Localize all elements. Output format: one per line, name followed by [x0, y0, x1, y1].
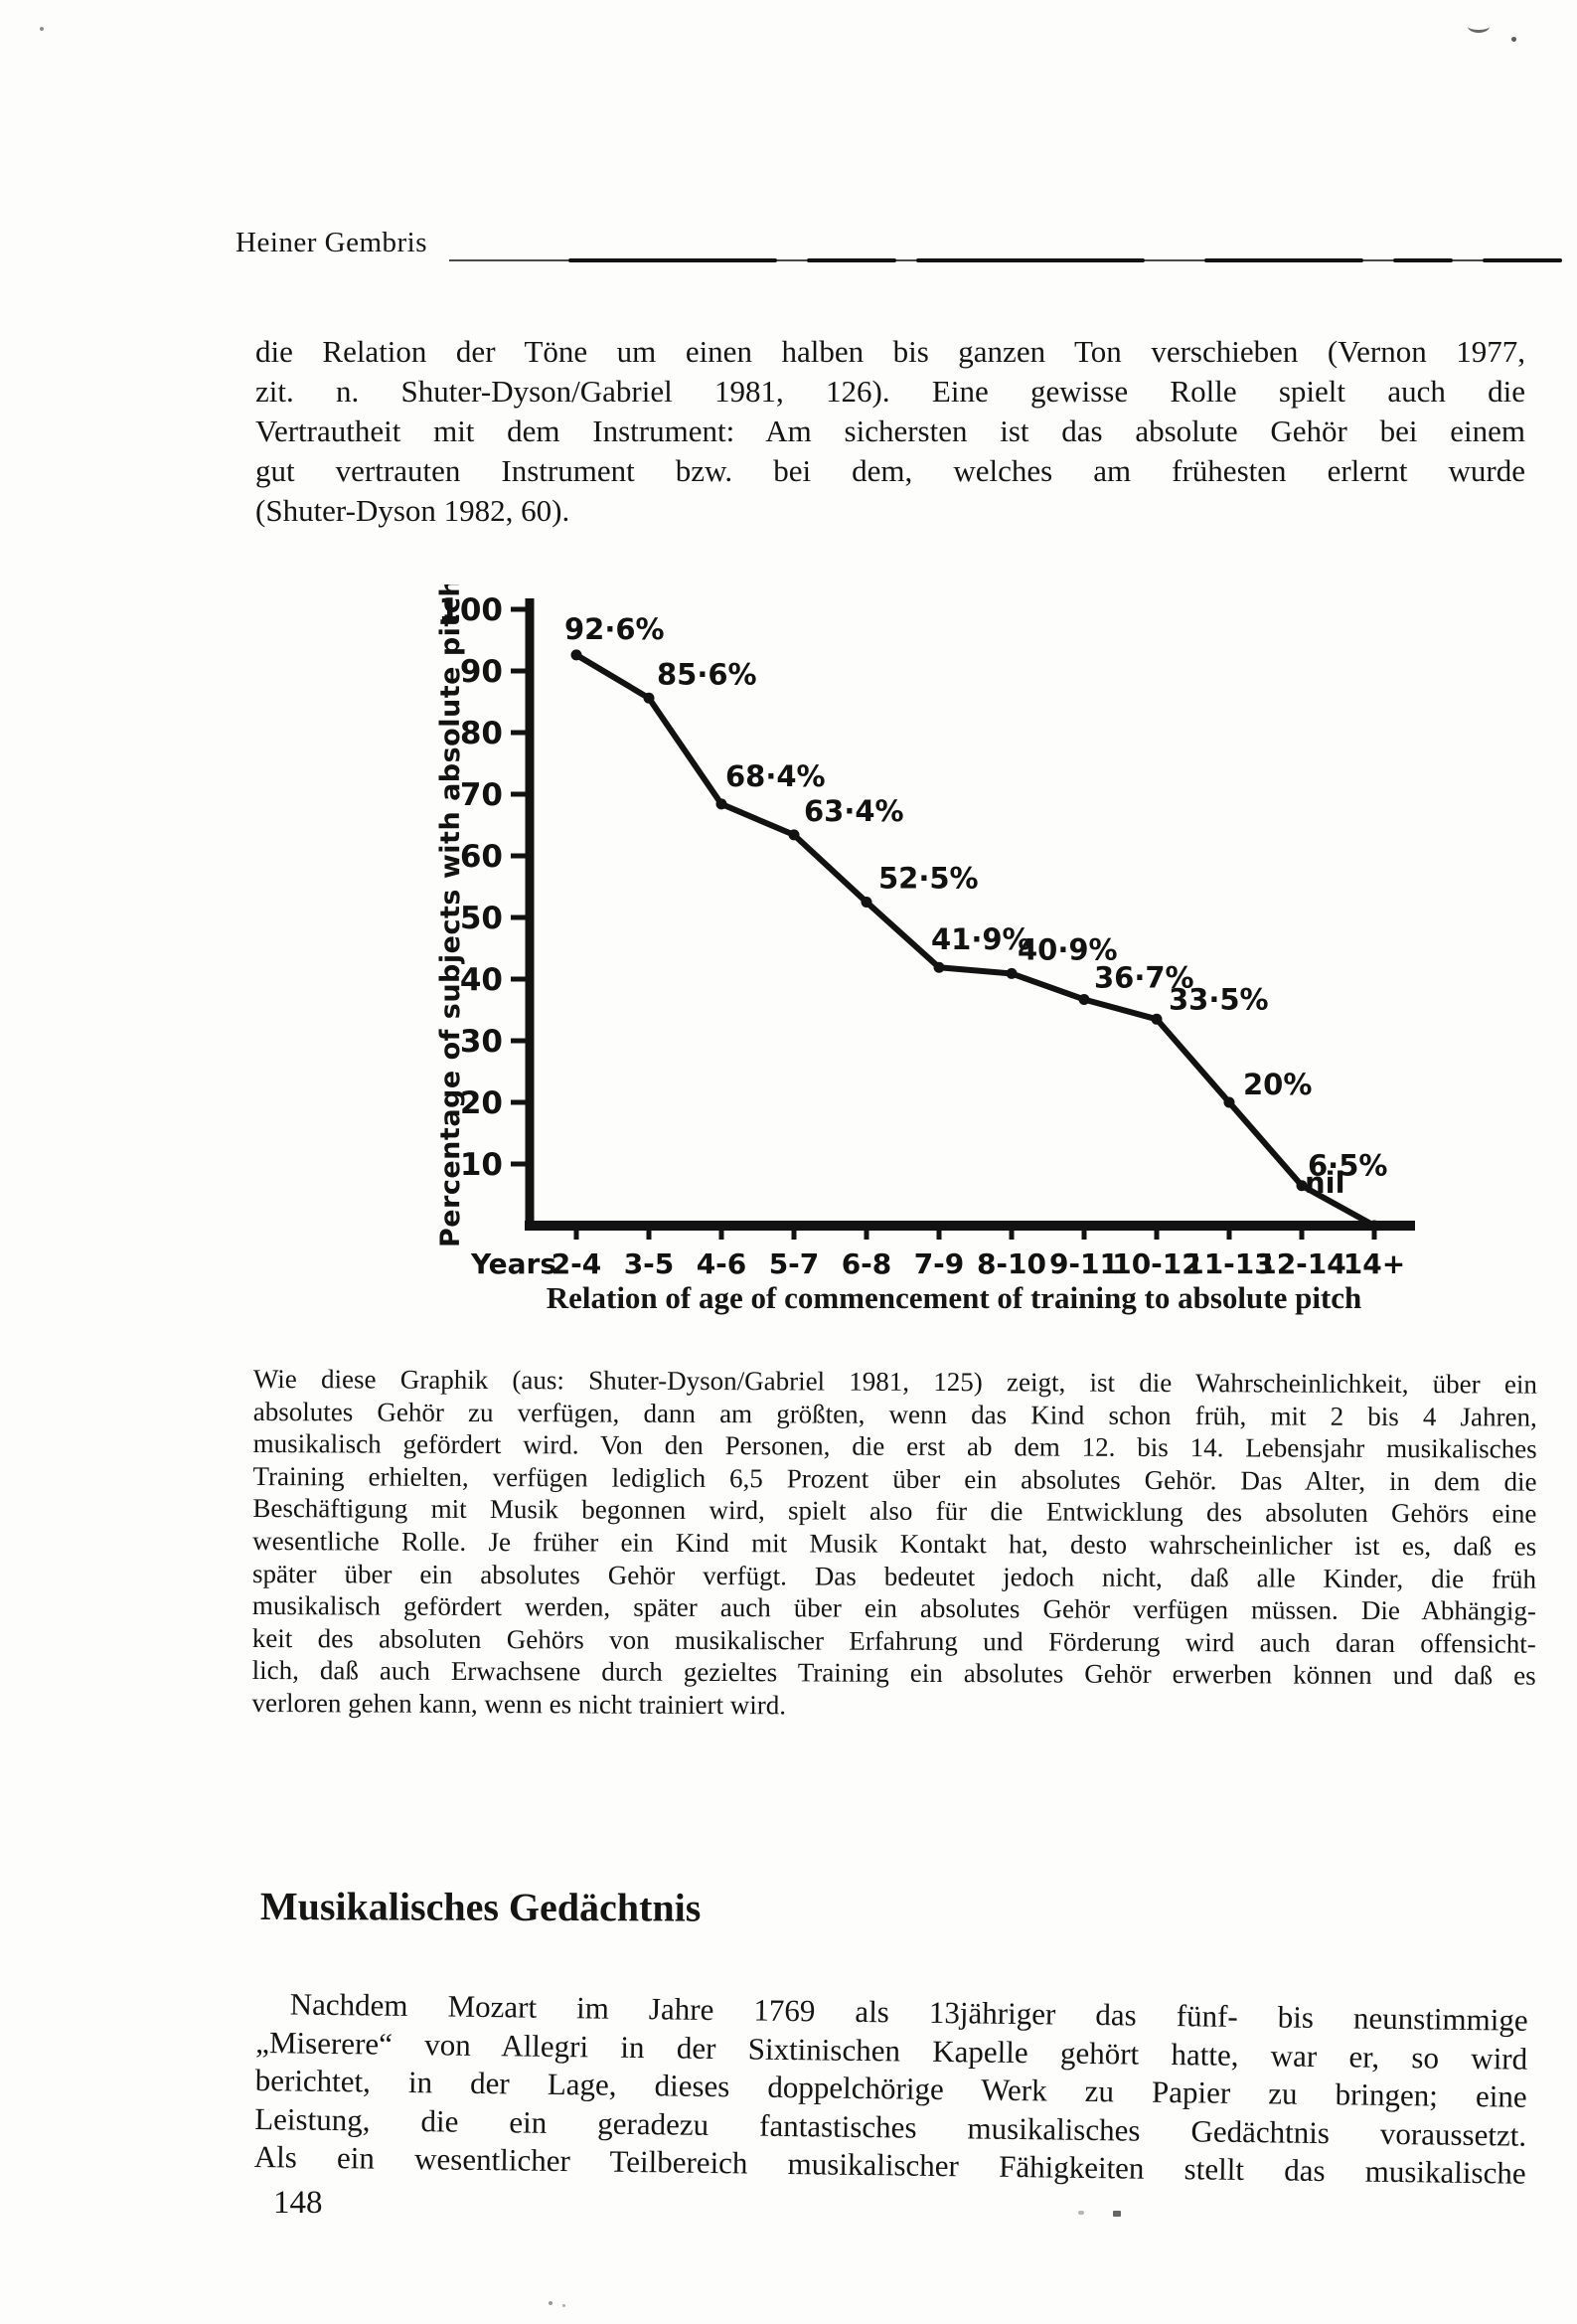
x-tick-label: 14+ — [1343, 1247, 1405, 1280]
y-tick-label: 80 — [460, 716, 503, 751]
x-axis-title: Years — [470, 1247, 556, 1280]
text-line: Wie diese Graphik (aus: Shuter-Dyson/Gab… — [252, 1364, 1537, 1400]
y-tick-label: 90 — [460, 654, 503, 690]
data-point-label: 41·9% — [931, 922, 1031, 956]
header-rule — [449, 257, 1562, 262]
x-tick-label: 3-5 — [624, 1247, 675, 1280]
data-point — [788, 829, 800, 841]
data-point — [1296, 1180, 1308, 1192]
x-tick-label: 9-11 — [1049, 1247, 1119, 1280]
scan-artifact — [40, 27, 44, 31]
text-line: wesentliche Rolle. Je früher ein Kind mi… — [252, 1525, 1537, 1562]
y-tick-label: 30 — [460, 1024, 503, 1060]
page-number: 148 — [273, 2185, 323, 2221]
y-tick-label: 50 — [460, 901, 503, 936]
paragraph-1: die Relation der Töne um einen halben bi… — [255, 332, 1525, 531]
data-point — [715, 798, 727, 810]
text-line: die Relation der Töne um einen halben bi… — [255, 334, 1525, 369]
y-tick-label: 70 — [460, 777, 503, 813]
x-tick-label: 10-12 — [1112, 1247, 1201, 1280]
text-line: musikalisch gefördert wird. Von den Pers… — [252, 1428, 1537, 1464]
data-point-label: 40·9% — [1018, 932, 1118, 966]
data-point-label: 33·5% — [1169, 982, 1269, 1016]
scan-artifact — [549, 2301, 552, 2305]
data-point-label: 36·7% — [1094, 960, 1194, 994]
data-point-label: 63·4% — [804, 794, 904, 828]
data-point — [1368, 1220, 1380, 1232]
text-line: gut vertrauten Instrument bzw. bei dem, … — [255, 453, 1525, 488]
data-point-label: 68·4% — [725, 759, 826, 793]
data-point — [1151, 1013, 1163, 1025]
paragraph-3: Nachdem Mozart im Jahre 1769 als 13jähri… — [253, 1985, 1528, 2194]
scan-artifact — [1468, 20, 1490, 33]
figure-absolute-pitch-chart: 10 20 30 40 50 60 70 80 90 100 2-4 3-5 4-6 5-7 6-8 7-9 8… — [417, 578, 1441, 1280]
x-tick-label: 8-10 — [977, 1247, 1046, 1280]
text-line: (Shuter-Dyson 1982, 60). — [255, 493, 570, 528]
data-point-label: nil — [1305, 1166, 1345, 1200]
data-point-label: 6·5% — [1308, 1149, 1387, 1183]
text-line: verloren gehen kann, wenn es nicht train… — [251, 1687, 787, 1721]
y-tick-label: 60 — [460, 839, 503, 875]
x-tick-label: 11-13 — [1184, 1247, 1274, 1280]
text-line: zit. n. Shuter-Dyson/Gabriel 1981, 126).… — [255, 374, 1525, 409]
pitch-line-chart: 10 20 30 40 50 60 70 80 90 100 2-4 3-5 4-6 5-7 6-8 7-9 8… — [435, 578, 1415, 1280]
text-line: Vertrautheit mit dem Instrument: Am sich… — [255, 414, 1525, 448]
data-point — [933, 961, 945, 973]
data-point-label: 52·5% — [878, 862, 979, 896]
section-heading: Musikalisches Gedächtnis — [259, 1884, 702, 1930]
x-tick-label: 5-7 — [769, 1247, 820, 1280]
data-point — [643, 692, 655, 704]
scan-artifact — [1511, 37, 1516, 42]
figure-caption: Relation of age of commencement of train… — [546, 1280, 1362, 1315]
x-tick-label: 2-4 — [552, 1247, 602, 1280]
text-line: musikalisch gefördert werden, später auc… — [251, 1590, 1536, 1626]
data-point-label: 85·6% — [657, 657, 757, 691]
data-point — [1223, 1096, 1235, 1108]
data-series-line — [574, 652, 1376, 1229]
data-point — [570, 649, 582, 661]
running-header-author: Heiner Gembris — [236, 227, 428, 258]
scan-artifact — [1078, 2211, 1084, 2215]
data-point — [1078, 993, 1090, 1005]
y-tick-label: 40 — [460, 962, 503, 998]
data-point-label: 20% — [1243, 1068, 1312, 1101]
data-point — [1006, 967, 1018, 979]
x-tick-label: 4-6 — [697, 1247, 747, 1280]
y-tick-label: 100 — [438, 592, 503, 628]
y-tick-label: 10 — [460, 1147, 503, 1183]
y-tick-label: 20 — [460, 1085, 503, 1121]
x-tick-label: 6-8 — [842, 1247, 892, 1280]
x-tick-label: 12-14 — [1257, 1247, 1346, 1280]
scan-artifact — [562, 2304, 565, 2307]
y-axis-title: Percentage of subjects with absolute pit… — [435, 584, 466, 1247]
data-point — [861, 897, 872, 908]
data-point-label: 92·6% — [564, 612, 665, 646]
paragraph-2: Wie diese Graphik (aus: Shuter-Dyson/Gab… — [251, 1363, 1537, 1725]
x-tick-label: 7-9 — [914, 1247, 965, 1280]
scan-artifact — [1113, 2211, 1121, 2217]
